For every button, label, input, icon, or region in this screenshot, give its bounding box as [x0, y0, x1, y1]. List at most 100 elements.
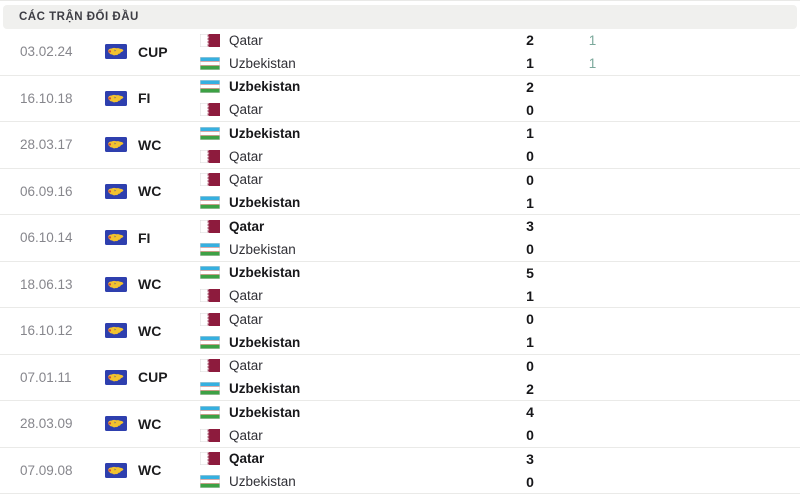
secondary-score-cell [570, 262, 615, 308]
score-bottom: 0 [526, 473, 534, 490]
team-line-top: Qatar [200, 448, 490, 471]
team-line-bottom: Qatar [200, 145, 490, 168]
match-date-cell: 16.10.18 [0, 76, 105, 122]
score-top: 0 [526, 171, 534, 188]
match-row[interactable]: 07.09.08 WC [0, 448, 800, 494]
match-row[interactable]: 16.10.12 WC [0, 308, 800, 355]
score-bottom: 1 [526, 287, 534, 304]
match-row[interactable]: 07.01.11 CUP [0, 355, 800, 401]
row-spacer [615, 355, 800, 401]
score-top: 0 [526, 357, 534, 374]
team-name: Qatar [229, 148, 263, 164]
uzbekistan-flag-icon [200, 242, 220, 256]
match-row[interactable]: 28.03.17 WC [0, 122, 800, 169]
score-bottom: 1 [526, 194, 534, 211]
team-name: Qatar [229, 172, 263, 188]
match-row[interactable]: 06.10.14 FI [0, 215, 800, 262]
team-line-top: Qatar [200, 308, 490, 331]
match-date: 28.03.09 [20, 416, 73, 432]
row-spacer [615, 215, 800, 261]
score-cell: 1 0 [490, 122, 570, 168]
team-name: Uzbekistan [229, 381, 301, 397]
teams-cell: Qatar [200, 448, 490, 494]
team-line-bottom: Uzbekistan [200, 191, 490, 214]
row-spacer [615, 262, 800, 308]
world-map-badge-icon [105, 323, 127, 339]
team-name: Qatar [229, 102, 263, 118]
team-line-top: Uzbekistan [200, 262, 490, 285]
uzbekistan-flag-icon [200, 80, 220, 94]
score-bottom: 0 [526, 101, 534, 118]
match-date: 06.10.14 [20, 230, 73, 246]
competition-cell: WC [105, 401, 200, 447]
section-header: CÁC TRẬN ĐỐI ĐẦU [3, 5, 797, 29]
team-line-top: Uzbekistan [200, 76, 490, 99]
world-map-badge-icon [105, 44, 127, 60]
competition-cell: WC [105, 448, 200, 494]
competition-code: WC [138, 276, 162, 293]
match-row[interactable]: 03.02.24 CUP [0, 29, 800, 76]
score-top: 0 [526, 311, 534, 328]
competition-code: CUP [138, 43, 168, 60]
score-cell: 0 1 [490, 308, 570, 354]
uzbekistan-flag-icon [200, 405, 220, 419]
team-line-bottom: Uzbekistan [200, 377, 490, 400]
uzbekistan-flag-icon [200, 335, 220, 349]
qatar-flag-icon [200, 452, 220, 466]
match-row[interactable]: 06.09.16 WC [0, 169, 800, 215]
row-spacer [615, 448, 800, 494]
match-date-cell: 06.09.16 [0, 169, 105, 215]
row-spacer [615, 76, 800, 122]
score-cell: 3 0 [490, 215, 570, 261]
secondary-score-cell [570, 76, 615, 122]
qatar-flag-icon [200, 149, 220, 163]
match-date: 07.09.08 [20, 462, 73, 478]
match-date: 07.01.11 [20, 369, 72, 385]
qatar-flag-icon [200, 428, 220, 442]
score-bottom: 0 [526, 427, 534, 444]
score-cell: 2 0 [490, 76, 570, 122]
team-line-bottom: Uzbekistan [200, 238, 490, 261]
match-date-cell: 16.10.12 [0, 308, 105, 354]
competition-code: CUP [138, 369, 168, 386]
qatar-flag-icon [200, 103, 220, 117]
secondary-score-cell [570, 215, 615, 261]
score-bottom: 2 [526, 380, 534, 397]
team-name: Qatar [229, 218, 265, 234]
uzbekistan-flag-icon [200, 126, 220, 140]
secondary-score-bottom: 1 [588, 55, 597, 71]
team-line-bottom: Uzbekistan [200, 52, 490, 75]
competition-code: FI [138, 229, 151, 246]
team-name: Uzbekistan [229, 404, 301, 420]
competition-code: WC [138, 415, 162, 432]
team-name: Uzbekistan [229, 55, 296, 71]
row-spacer [615, 308, 800, 354]
competition-cell: WC [105, 122, 200, 168]
match-row[interactable]: 28.03.09 WC [0, 401, 800, 448]
match-date: 03.02.24 [20, 44, 73, 60]
score-cell: 5 1 [490, 262, 570, 308]
teams-cell: Qatar [200, 355, 490, 401]
competition-cell: FI [105, 215, 200, 261]
score-top: 2 [526, 32, 534, 49]
section-title: CÁC TRẬN ĐỐI ĐẦU [19, 11, 139, 23]
team-name: Uzbekistan [229, 265, 301, 281]
qatar-flag-icon [200, 219, 220, 233]
match-row[interactable]: 16.10.18 FI [0, 76, 800, 122]
team-line-bottom: Qatar [200, 424, 490, 447]
world-map-badge-icon [105, 416, 127, 432]
world-map-badge-icon [105, 90, 127, 106]
match-date-cell: 07.01.11 [0, 355, 105, 401]
match-row[interactable]: 18.06.13 WC [0, 262, 800, 308]
team-name: Qatar [229, 427, 263, 443]
match-date: 06.09.16 [20, 183, 73, 199]
qatar-flag-icon [200, 359, 220, 373]
competition-cell: WC [105, 308, 200, 354]
score-bottom: 0 [526, 241, 534, 258]
team-line-bottom: Uzbekistan [200, 470, 490, 493]
match-date: 18.06.13 [20, 276, 73, 292]
qatar-flag-icon [200, 289, 220, 303]
uzbekistan-flag-icon [200, 56, 220, 70]
secondary-score-cell [570, 169, 615, 215]
